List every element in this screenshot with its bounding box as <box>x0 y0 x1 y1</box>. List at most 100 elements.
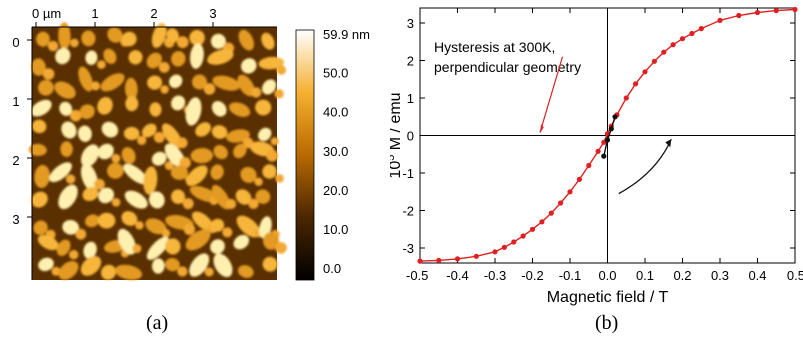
data-point <box>436 257 442 263</box>
afm-grain <box>255 189 271 204</box>
y-tick-label: 2 <box>407 54 414 69</box>
afm-grain <box>211 184 231 210</box>
afm-grain <box>237 265 254 278</box>
afm-grain <box>262 256 278 272</box>
series-line <box>603 116 616 157</box>
colorbar-label: 59.9 nm <box>323 27 370 42</box>
afm-grain <box>36 31 50 47</box>
data-point <box>576 176 582 182</box>
afm-grain <box>146 52 162 69</box>
y-tick-label: -2 <box>402 204 414 219</box>
annotation-arrow-red <box>539 56 564 133</box>
afm-grain <box>103 48 117 64</box>
afm-grain <box>58 261 79 280</box>
afm-grain-small <box>179 157 191 169</box>
data-point <box>548 210 554 216</box>
afm-grain <box>185 97 202 126</box>
afm-grain <box>190 147 213 164</box>
data-point <box>595 148 601 154</box>
afm-grain <box>189 43 204 69</box>
afm-grain-small <box>266 149 278 162</box>
data-point <box>601 153 607 159</box>
afm-grain <box>85 214 100 228</box>
y-tick-label: -1 <box>402 166 414 181</box>
afm-grain <box>98 187 115 204</box>
afm-grain-small <box>248 198 259 209</box>
afm-grain <box>207 49 234 65</box>
afm-grain-small <box>182 198 194 210</box>
afm-grain-small <box>177 266 188 277</box>
afm-y-tick-label: 3 <box>12 212 19 227</box>
afm-grain <box>262 164 277 179</box>
x-tick-label: 0.2 <box>673 268 691 283</box>
afm-grain <box>171 189 186 204</box>
afm-grain-small <box>160 85 169 94</box>
afm-grain <box>125 96 139 112</box>
data-point <box>773 8 779 14</box>
afm-grain-small <box>275 242 287 254</box>
afm-image <box>28 22 287 280</box>
annotation-text: perpendicular geometry <box>434 59 581 75</box>
data-point <box>623 95 629 101</box>
data-point <box>670 42 676 48</box>
sweep-arrow <box>618 138 672 195</box>
afm-grain-small <box>91 81 101 91</box>
afm-grain <box>79 104 95 120</box>
afm-grain-small <box>274 89 284 99</box>
data-point <box>473 253 479 259</box>
afm-grain-small <box>75 228 87 240</box>
afm-grain <box>61 121 77 139</box>
afm-y-tick-label: 0 <box>12 35 19 50</box>
afm-grain <box>141 123 157 138</box>
afm-grain <box>80 163 98 192</box>
x-axis-label: Magnetic field / T <box>547 289 669 306</box>
afm-grain-small <box>135 221 144 230</box>
afm-grain <box>59 101 73 116</box>
annotation-text: Hysteresis at 300K, <box>434 39 555 55</box>
y-tick-label: -3 <box>402 241 414 256</box>
afm-grain-small <box>153 131 165 143</box>
afm-grain <box>151 23 167 48</box>
afm-grain <box>114 264 143 280</box>
x-tick-label: 0.3 <box>711 268 729 283</box>
arrowhead-red <box>540 124 544 134</box>
afm-grain-small <box>137 135 147 145</box>
afm-grain <box>60 141 73 157</box>
afm-grain-small <box>225 198 237 210</box>
x-tick-label: -0.2 <box>521 268 543 283</box>
afm-grain <box>100 264 117 280</box>
afm-grain-small <box>70 38 79 48</box>
colorbar-label: 0.0 <box>323 261 341 276</box>
afm-grain <box>211 125 228 139</box>
afm-grain-small <box>176 137 188 149</box>
afm-grain-small <box>203 83 216 95</box>
afm-grain <box>237 74 255 97</box>
afm-grain <box>210 239 225 254</box>
afm-grain-small <box>111 153 121 163</box>
afm-grain <box>170 165 188 180</box>
data-point <box>754 9 761 16</box>
afm-grain <box>81 30 96 47</box>
afm-grain <box>121 31 137 47</box>
afm-grain <box>117 228 136 255</box>
afm-grain-small <box>97 60 106 69</box>
afm-grain <box>213 145 228 160</box>
afm-grain <box>145 218 167 235</box>
afm-grain <box>123 126 140 141</box>
afm-grain-small <box>47 40 59 52</box>
afm-grain <box>233 234 250 250</box>
afm-grain <box>54 81 76 99</box>
x-tick-label: -0.5 <box>406 268 428 283</box>
afm-x-tick-label: 2 <box>150 6 157 21</box>
afm-grain-small <box>161 229 171 238</box>
afm-grain-small <box>254 177 263 186</box>
data-point <box>492 249 498 255</box>
afm-grain <box>97 96 113 115</box>
data-point <box>529 226 536 232</box>
data-point <box>661 49 667 55</box>
afm-grain <box>147 75 163 90</box>
afm-grain <box>164 238 181 255</box>
x-tick-label: -0.1 <box>559 268 581 283</box>
x-tick-label: 0.1 <box>636 268 654 283</box>
afm-x-tick-label: 0 µm <box>32 6 61 21</box>
